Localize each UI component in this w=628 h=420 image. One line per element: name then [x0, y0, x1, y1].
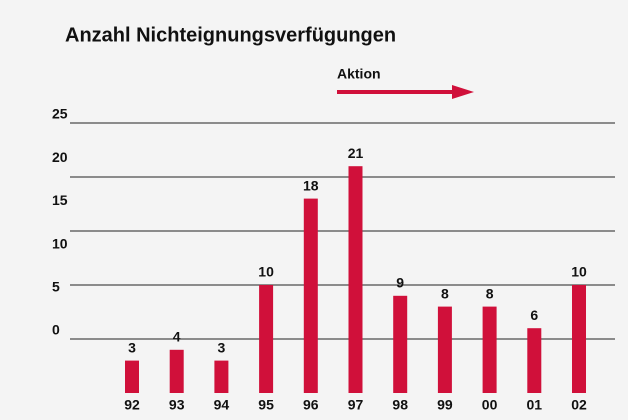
x-tick-label: 96 — [303, 397, 319, 413]
y-tick-label: 20 — [52, 149, 68, 165]
x-tick-label: 93 — [169, 397, 185, 413]
value-label: 10 — [571, 264, 587, 280]
arrow-head — [452, 85, 474, 99]
value-label: 3 — [128, 339, 136, 355]
y-tick-label: 25 — [52, 106, 68, 122]
y-tick-label: 0 — [52, 322, 60, 338]
y-tick-label: 10 — [52, 235, 68, 251]
x-tick-label: 01 — [527, 397, 543, 413]
x-tick-label: 02 — [571, 397, 587, 413]
x-tick-label: 00 — [482, 397, 498, 413]
chart-title: Anzahl Nichteignungsverfügungen — [65, 24, 396, 46]
x-tick-label: 99 — [437, 397, 453, 413]
value-label: 6 — [530, 307, 538, 323]
bar — [125, 360, 139, 393]
value-label: 8 — [486, 285, 494, 301]
bar — [303, 198, 318, 393]
bar — [169, 349, 184, 393]
bar — [259, 285, 274, 393]
x-tick-label: 94 — [214, 397, 230, 413]
value-label: 18 — [303, 177, 319, 193]
y-tick-label: 15 — [52, 192, 68, 208]
bar — [437, 306, 452, 393]
bar — [393, 295, 408, 393]
x-tick-label: 95 — [258, 397, 274, 413]
x-tick-label: 98 — [392, 397, 408, 413]
bar — [572, 285, 586, 393]
value-label: 8 — [441, 285, 449, 301]
annotation: Aktion — [337, 66, 381, 82]
bar — [214, 360, 229, 393]
value-label: 3 — [218, 339, 226, 355]
value-label: 4 — [173, 329, 181, 345]
x-tick-label: 97 — [348, 397, 364, 413]
value-label: 21 — [348, 145, 364, 161]
bar — [482, 306, 497, 393]
x-tick-label: 92 — [124, 397, 140, 413]
bar — [348, 166, 363, 393]
value-label: 9 — [396, 275, 404, 291]
bar — [527, 328, 542, 393]
value-label: 10 — [258, 264, 274, 280]
y-tick-label: 5 — [52, 279, 60, 295]
